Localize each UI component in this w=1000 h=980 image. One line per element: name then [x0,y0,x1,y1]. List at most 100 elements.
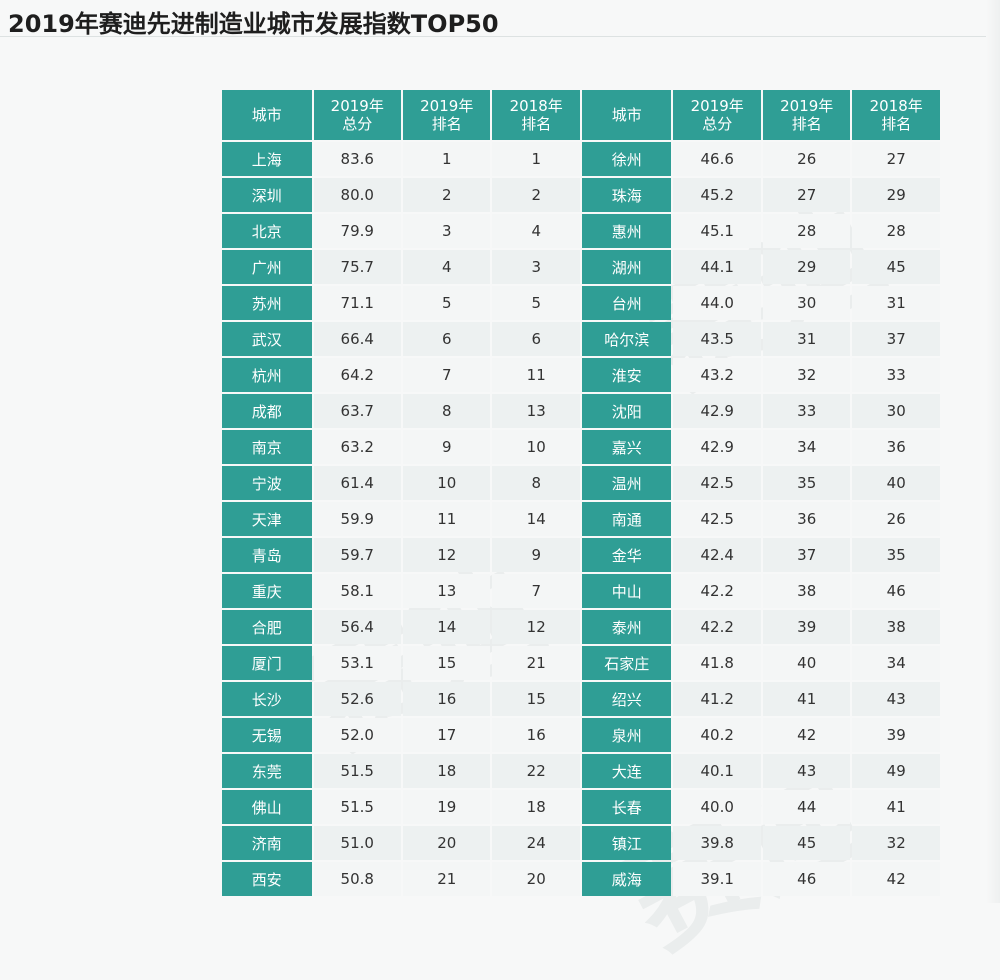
value-cell: 83.6 [313,142,401,176]
value-cell: 44.0 [673,286,761,320]
value-cell: 61.4 [313,466,401,500]
table-row: 西安 50.8 21 20 威海 39.1 46 42 [222,862,940,896]
table-row: 宁波 61.4 10 8 温州 42.5 35 40 [222,466,940,500]
value-cell: 37 [762,538,851,572]
value-cell: 43.2 [673,358,761,392]
ranking-table-container: 城市 2019年 总分 2019年 排名 2018年 排名 城市 2019年 总分 2019年 排名 2… [220,88,942,903]
city-cell: 深圳 [222,178,312,212]
city-cell: 珠海 [581,178,672,212]
value-cell: 6 [492,322,580,356]
value-cell: 41.2 [673,682,761,716]
value-cell: 40 [852,466,940,500]
value-cell: 38 [762,574,851,608]
value-cell: 40 [762,646,851,680]
value-cell: 10 [492,430,580,464]
column-header-line: 2019年 [780,97,834,115]
value-cell: 42.9 [673,430,761,464]
value-cell: 45 [852,250,940,284]
value-cell: 2 [492,178,580,212]
value-cell: 64.2 [313,358,401,392]
value-cell: 7 [403,358,491,392]
value-cell: 22 [492,754,580,788]
column-header-line: 城市 [251,106,282,124]
column-header-line: 排名 [521,115,552,133]
column-header-line: 总分 [342,115,373,133]
column-header: 城市 [222,90,312,140]
value-cell: 32 [762,358,851,392]
column-header-line: 2019年 [690,97,744,115]
value-cell: 19 [403,790,491,824]
value-cell: 32 [852,826,940,860]
city-cell: 宁波 [222,466,312,500]
value-cell: 14 [403,610,491,644]
table-row: 武汉 66.4 6 6 哈尔滨 43.5 31 37 [222,322,940,356]
value-cell: 46 [852,574,940,608]
value-cell: 71.1 [313,286,401,320]
value-cell: 42.9 [673,394,761,428]
value-cell: 3 [403,214,491,248]
value-cell: 52.6 [313,682,401,716]
column-header-line: 2018年 [869,97,923,115]
column-header: 2018年 排名 [492,90,580,140]
value-cell: 45.1 [673,214,761,248]
table-row: 青岛 59.7 12 9 金华 42.4 37 35 [222,538,940,572]
value-cell: 45 [762,826,851,860]
value-cell: 31 [852,286,940,320]
value-cell: 12 [492,610,580,644]
value-cell: 42.5 [673,466,761,500]
value-cell: 16 [492,718,580,752]
value-cell: 6 [403,322,491,356]
value-cell: 18 [492,790,580,824]
city-cell: 泰州 [581,610,672,644]
value-cell: 5 [403,286,491,320]
city-cell: 南通 [581,502,672,536]
value-cell: 43 [762,754,851,788]
value-cell: 16 [403,682,491,716]
value-cell: 5 [492,286,580,320]
column-header: 2019年 排名 [762,90,851,140]
value-cell: 26 [762,142,851,176]
value-cell: 41 [762,682,851,716]
value-cell: 27 [762,178,851,212]
value-cell: 40.2 [673,718,761,752]
value-cell: 51.5 [313,790,401,824]
value-cell: 11 [403,502,491,536]
table-row: 重庆 58.1 13 7 中山 42.2 38 46 [222,574,940,608]
column-header-line: 排名 [791,115,822,133]
value-cell: 42.2 [673,610,761,644]
value-cell: 39 [762,610,851,644]
page-edge-shadow [986,0,1000,903]
value-cell: 66.4 [313,322,401,356]
value-cell: 28 [762,214,851,248]
value-cell: 42.5 [673,502,761,536]
value-cell: 40.0 [673,790,761,824]
city-cell: 上海 [222,142,312,176]
value-cell: 59.9 [313,502,401,536]
city-cell: 威海 [581,862,672,896]
table-row: 无锡 52.0 17 16 泉州 40.2 42 39 [222,718,940,752]
value-cell: 30 [762,286,851,320]
city-cell: 沈阳 [581,394,672,428]
value-cell: 29 [762,250,851,284]
table-row: 成都 63.7 8 13 沈阳 42.9 33 30 [222,394,940,428]
value-cell: 46.6 [673,142,761,176]
table-row: 上海 83.6 1 1 徐州 46.6 26 27 [222,142,940,176]
city-cell: 北京 [222,214,312,248]
value-cell: 34 [852,646,940,680]
city-cell: 青岛 [222,538,312,572]
column-header-line: 2019年 [330,97,384,115]
column-header-line: 排名 [431,115,462,133]
value-cell: 44.1 [673,250,761,284]
city-cell: 淮安 [581,358,672,392]
value-cell: 56.4 [313,610,401,644]
value-cell: 30 [852,394,940,428]
value-cell: 18 [403,754,491,788]
column-header: 城市 [581,90,672,140]
value-cell: 13 [492,394,580,428]
table-row: 济南 51.0 20 24 镇江 39.8 45 32 [222,826,940,860]
value-cell: 63.7 [313,394,401,428]
city-cell: 哈尔滨 [581,322,672,356]
city-cell: 佛山 [222,790,312,824]
value-cell: 37 [852,322,940,356]
table-row: 天津 59.9 11 14 南通 42.5 36 26 [222,502,940,536]
